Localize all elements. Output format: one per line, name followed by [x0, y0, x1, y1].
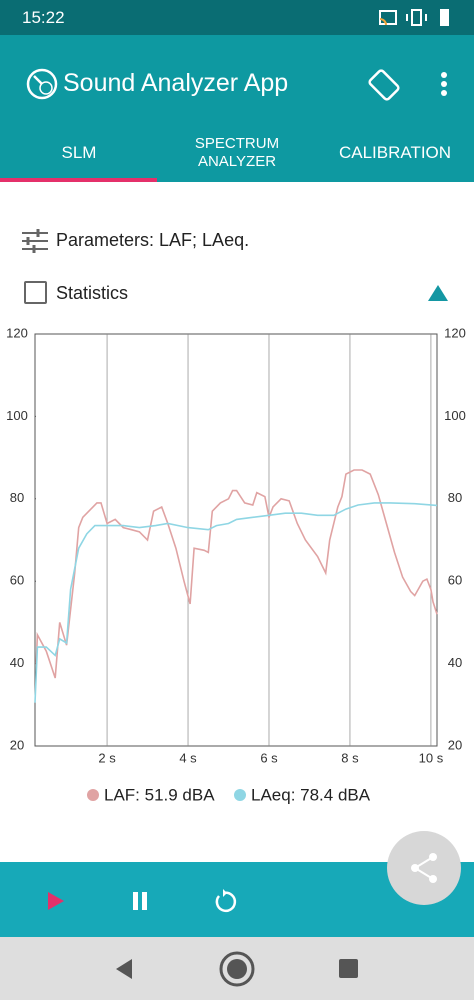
status-icons — [379, 9, 449, 26]
home-button[interactable] — [218, 950, 256, 988]
y2-tick-label: 80 — [448, 490, 462, 505]
y-tick-label: 20 — [10, 737, 24, 752]
x-tick-label: 8 s — [341, 750, 359, 765]
share-button[interactable] — [386, 830, 462, 906]
pause-button[interactable] — [128, 889, 152, 913]
y2-tick-label: 40 — [448, 655, 462, 670]
legend-label: LAeq: 78.4 dBA — [251, 785, 371, 804]
tab[interactable]: SLM — [0, 125, 158, 181]
navigation-bar — [0, 937, 474, 1000]
back-button[interactable] — [112, 957, 136, 981]
clock: 15:22 — [22, 8, 65, 27]
tab-label: SPECTRUM ANALYZER — [194, 135, 280, 170]
tab-label: CALIBRATION — [338, 143, 452, 162]
y-tick-label: 80 — [10, 490, 24, 505]
legend-label: LAF: 51.9 dBA — [104, 785, 215, 804]
play-button[interactable] — [44, 889, 68, 913]
statistics-checkbox[interactable] — [24, 281, 47, 304]
y2-tick-label: 20 — [448, 737, 462, 752]
tab[interactable]: SPECTRUM ANALYZER — [158, 125, 316, 181]
y-tick-label: 40 — [10, 655, 24, 670]
x-tick-label: 4 s — [179, 750, 197, 765]
tab-label: SLM — [61, 143, 97, 162]
y2-tick-label: 60 — [448, 573, 462, 588]
y2-tick-label: 100 — [444, 408, 466, 423]
parameters-text[interactable]: Parameters: LAF; LAeq. — [56, 230, 250, 250]
menu-button[interactable] — [434, 69, 454, 101]
x-tick-label: 2 s — [98, 750, 116, 765]
app-bar: Sound Analyzer App SLM SPECTRUM ANALYZER… — [0, 35, 474, 182]
tab[interactable]: CALIBRATION — [316, 125, 474, 181]
rotate-button[interactable] — [366, 67, 402, 103]
y2-tick-label: 120 — [444, 325, 466, 340]
series-line — [35, 469, 438, 679]
status-bar: 15:22 — [0, 0, 474, 35]
plot-frame — [34, 333, 438, 747]
app-title: Sound Analyzer App — [63, 69, 289, 97]
recents-button[interactable] — [338, 958, 360, 980]
statistics-label: Statistics — [56, 283, 129, 303]
series-line — [34, 502, 438, 703]
tab-indicator — [0, 178, 157, 182]
x-tick-label: 10 s — [419, 750, 444, 765]
chart: 20 20 40 40 60 60 80 80 100 100 120 120 2 s 4 s 6 s 8 s… — [6, 325, 466, 804]
reset-button[interactable] — [211, 888, 237, 914]
app-logo — [26, 68, 58, 100]
y-tick-label: 120 — [6, 325, 28, 340]
expand-toggle[interactable] — [426, 283, 450, 303]
legend-swatch — [87, 789, 99, 801]
x-tick-label: 6 s — [260, 750, 278, 765]
y-tick-label: 60 — [10, 573, 24, 588]
parameters-icon[interactable] — [22, 229, 48, 253]
y-tick-label: 100 — [6, 408, 28, 423]
legend-swatch — [234, 789, 246, 801]
